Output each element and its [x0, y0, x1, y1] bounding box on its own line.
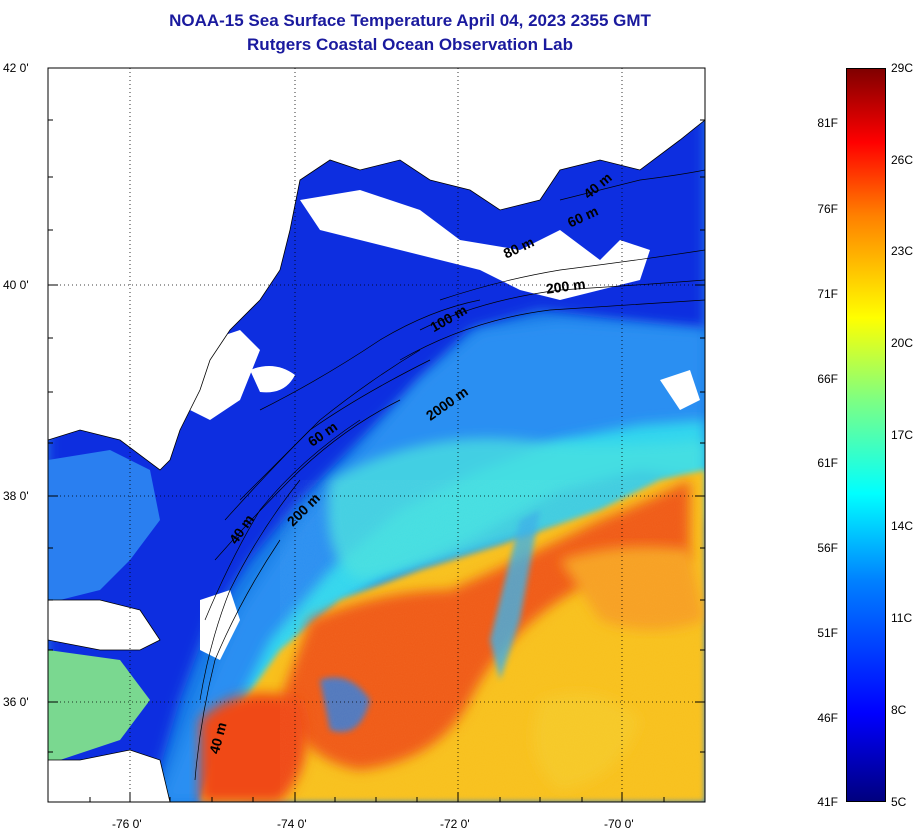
colorbar-f-label: 66F	[817, 372, 838, 386]
lon-label: -74 0'	[277, 817, 307, 831]
depth-label: 200 m	[545, 276, 587, 297]
cloud-cover-east	[660, 370, 700, 410]
graticule	[48, 68, 705, 802]
axis-ticks	[47, 67, 706, 802]
colorbar-c-label: 29C	[891, 61, 914, 75]
map-title: NOAA-15 Sea Surface Temperature April 04…	[169, 11, 651, 30]
cloud-cover-delaware-bay	[250, 366, 295, 393]
colorbar-f-label: 41F	[817, 795, 838, 809]
land-northeast	[48, 68, 705, 470]
colorbar-c-label: 8C	[891, 703, 907, 717]
colorbar-c-label: 11C	[891, 611, 913, 625]
colorbar-f-label: 81F	[817, 116, 838, 130]
colorbar-c-label: 5C	[891, 795, 907, 809]
depth-label: 40 m	[206, 720, 230, 755]
lat-label: 36 0'	[3, 695, 29, 709]
lon-label: -70 0'	[604, 817, 634, 831]
cloud-cover-north	[300, 190, 650, 300]
land-delmarva	[170, 330, 260, 420]
land-north-carolina	[48, 750, 170, 802]
pamlico-sound-water	[48, 650, 150, 760]
colorbar-f-label: 71F	[817, 287, 838, 301]
lat-label: 38 0'	[3, 489, 29, 503]
chesapeake-bay-water	[48, 450, 160, 620]
sst-field	[48, 68, 705, 802]
lon-label: -76 0'	[112, 817, 142, 831]
colorbar-c-label: 23C	[891, 244, 914, 258]
colorbar-c-label: 26C	[891, 153, 914, 167]
sst-texture	[280, 480, 705, 802]
colorbar-f-label: 51F	[817, 626, 838, 640]
land-virginia	[48, 600, 160, 650]
lon-label: -72 0'	[440, 817, 470, 831]
lat-label: 42 0'	[3, 61, 29, 75]
colorbar-f-label: 76F	[817, 202, 838, 216]
coastline-south	[48, 599, 161, 651]
colorbar-c-label: 14C	[891, 519, 914, 533]
coastline-nc	[48, 749, 171, 802]
map-subtitle: Rutgers Coastal Ocean Observation Lab	[247, 35, 573, 54]
coastline	[48, 119, 705, 471]
lat-label: 40 0'	[3, 278, 29, 292]
temperature-colorbar	[846, 68, 886, 802]
colorbar-c-label: 20C	[891, 336, 914, 350]
colorbar-f-label: 61F	[817, 456, 838, 470]
colorbar-f-label: 56F	[817, 541, 838, 555]
depth-contours	[194, 169, 705, 781]
colorbar-f-label: 46F	[817, 711, 838, 725]
colorbar-c-label: 17C	[891, 428, 914, 442]
